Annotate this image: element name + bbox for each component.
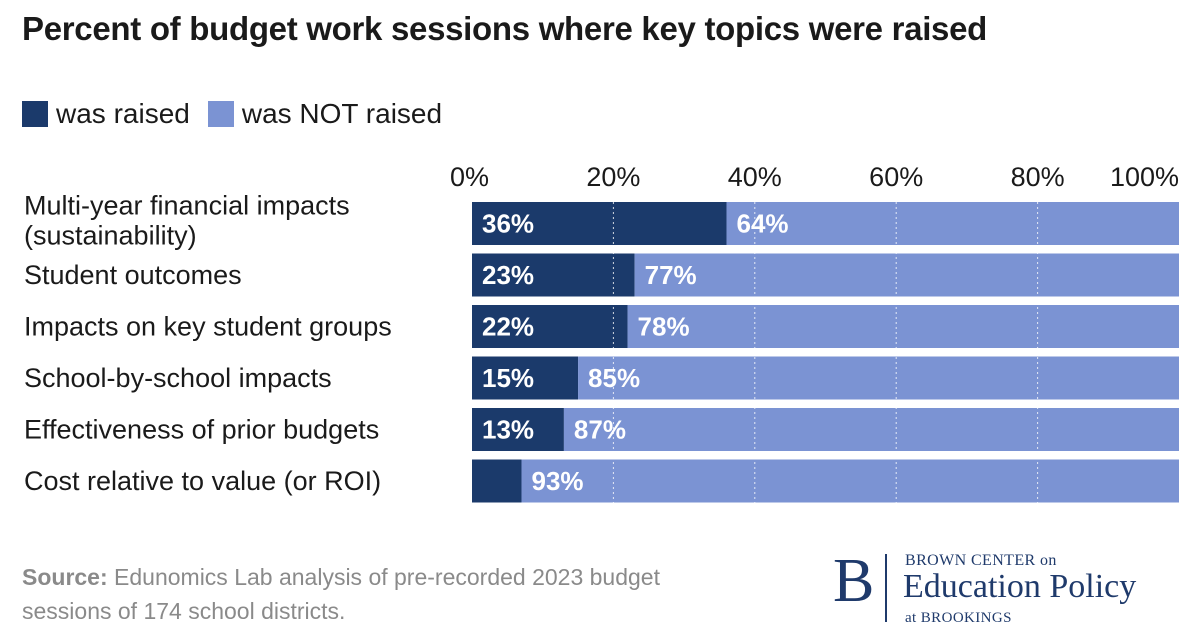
data-label: 22% (482, 312, 534, 342)
data-label: 93% (531, 466, 583, 496)
x-tick-label: 0% (450, 162, 489, 192)
logo-line-1: BROWN CENTER on (905, 552, 1057, 569)
legend-item-raised: was raised (22, 98, 190, 130)
bar-segment (472, 356, 579, 400)
x-tick-label: 20% (586, 162, 640, 192)
data-label: 36% (482, 209, 534, 239)
logo-line-2: Education Policy (903, 568, 1137, 605)
legend-swatch-raised (22, 101, 48, 127)
logo-divider (885, 554, 887, 622)
x-tick-label: 80% (1011, 162, 1065, 192)
category-label: Multi-year financial impacts (sustainabil… (24, 191, 350, 251)
stacked-bar-chart: 0% 20% 40% 60% 80% 100% 36% 64% Multi-year finan… (24, 162, 1179, 503)
chart-title: Percent of budget work sessions where ke… (22, 10, 988, 47)
data-label: 87% (574, 415, 626, 445)
data-label: 15% (482, 363, 534, 393)
data-label: 23% (482, 260, 534, 290)
bar-segment (726, 202, 1179, 245)
legend: was raised was NOT raised (22, 98, 460, 130)
data-label: 85% (588, 363, 640, 393)
data-label: 13% (482, 415, 534, 445)
legend-swatch-not-raised (207, 101, 234, 127)
bar-segment (472, 202, 727, 245)
data-label: 64% (737, 209, 789, 239)
bar-segment (578, 356, 1179, 400)
bar-segment (627, 305, 1179, 348)
category-label: Impacts on key student groups (24, 312, 392, 342)
bar-segment (472, 253, 635, 297)
bar-segment (472, 459, 522, 503)
data-label: 77% (645, 260, 697, 290)
category-label: Cost relative to value (or ROI) (24, 466, 381, 496)
bar-segment (472, 305, 628, 348)
data-label: 78% (638, 312, 690, 342)
category-label: Effectiveness of prior budgets (24, 415, 379, 445)
x-tick-label: 60% (869, 162, 923, 192)
logo-mark: B (833, 547, 875, 615)
bar-segment (563, 408, 1179, 451)
x-tick-label: 100% (1110, 162, 1179, 192)
category-label: Student outcomes (24, 260, 242, 290)
legend-label-raised: was raised (56, 98, 190, 129)
category-label: School-by-school impacts (24, 363, 332, 393)
bar-segment (634, 253, 1179, 297)
x-tick-label: 40% (728, 162, 782, 192)
legend-label-not-raised: was NOT raised (241, 98, 443, 129)
logo-line-3: at BROOKINGS (905, 610, 1012, 626)
brookings-logo: B BROWN CENTER on Education Policy at BR… (833, 547, 1183, 630)
legend-item-not-raised: was NOT raised (207, 98, 443, 130)
source-text: Edunomics Lab analysis of pre-recorded 2… (22, 564, 660, 624)
bar-segment (472, 408, 564, 451)
source-label: Source: (22, 564, 108, 590)
source-note: Source: Edunomics Lab analysis of pre-re… (22, 560, 742, 628)
bar-segment (521, 459, 1179, 503)
